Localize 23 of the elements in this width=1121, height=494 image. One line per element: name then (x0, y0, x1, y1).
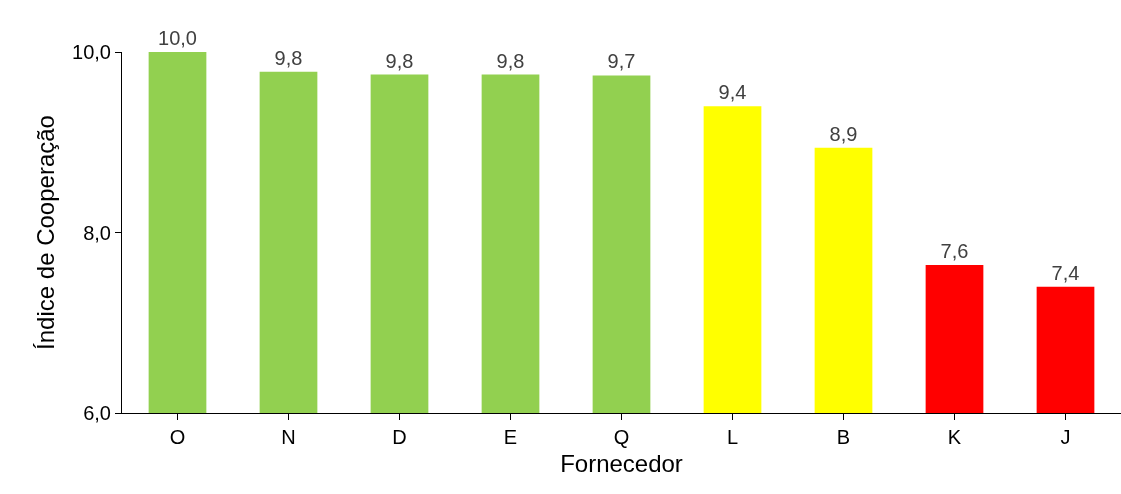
y-tick-label: 6,0 (83, 402, 111, 424)
data-label: 9,7 (607, 50, 636, 73)
x-tick-label: E (503, 426, 518, 448)
data-label: 10,0 (158, 27, 197, 49)
data-label: 7,6 (940, 239, 969, 262)
x-tick-label: D (392, 426, 407, 448)
x-tick-label: L (726, 426, 739, 448)
y-axis-title: Índice de Cooperação (32, 115, 60, 350)
x-tick-label: N (281, 426, 296, 448)
y-tick-label: 10,0 (72, 41, 111, 63)
data-label: 7,4 (1051, 261, 1080, 284)
x-tick-label: Q (613, 426, 630, 448)
data-label: 9,8 (385, 49, 414, 72)
x-tick-label: K (947, 426, 962, 448)
y-tick-label: 8,0 (83, 221, 111, 244)
data-label: 9,8 (274, 46, 303, 69)
x-tick-label: B (836, 426, 851, 448)
data-label: 9,8 (496, 49, 525, 72)
data-label: 8,9 (829, 122, 858, 145)
x-axis-title: Fornecedor (560, 450, 683, 478)
data-label: 9,4 (718, 81, 747, 104)
x-tick-label: J (1060, 426, 1071, 448)
x-tick-label: O (169, 426, 186, 448)
